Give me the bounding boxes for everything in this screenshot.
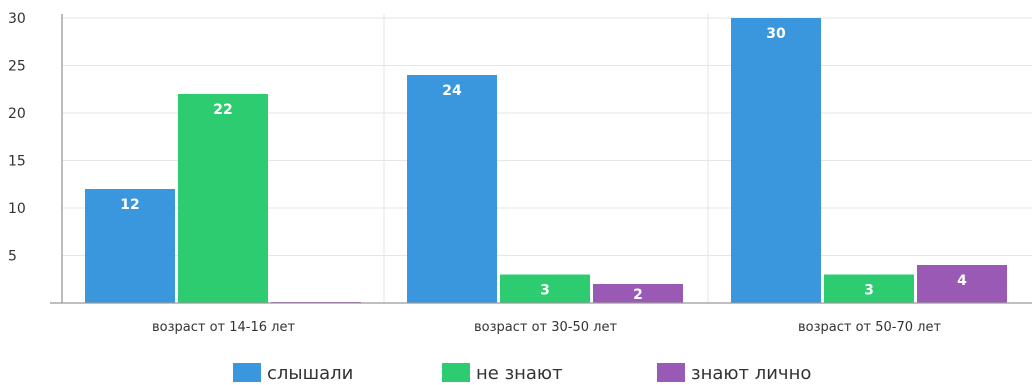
legend-item: знают лично — [657, 363, 811, 384]
category-label: возраст от 30-50 лет — [474, 320, 617, 335]
bar — [593, 284, 683, 303]
category-label: возраст от 14-16 лет — [152, 320, 295, 335]
y-tick-label: 10 — [8, 201, 26, 217]
legend-item: слышали — [233, 363, 353, 384]
x-axis: возраст от 14-16 лет возраст от 30-50 лет… — [50, 302, 1032, 335]
bar — [407, 75, 497, 303]
bar — [917, 265, 1007, 303]
data-label: 3 — [540, 283, 550, 299]
bar — [85, 189, 175, 303]
bar — [178, 94, 268, 303]
data-label: 2 — [633, 287, 643, 303]
legend-label: знают лично — [691, 363, 811, 384]
legend-item: не знают — [442, 363, 563, 384]
category-label: возраст от 50-70 лет — [798, 320, 941, 335]
bar — [500, 274, 590, 303]
data-label: 12 — [120, 197, 139, 213]
data-label: 24 — [442, 83, 462, 99]
legend-label: слышали — [267, 363, 353, 384]
legend-swatch — [442, 363, 470, 382]
data-label: 3 — [864, 283, 874, 299]
y-tick-label: 5 — [8, 249, 17, 265]
data-label: 22 — [213, 102, 232, 118]
data-label: 30 — [766, 26, 786, 42]
y-tick-label: 15 — [8, 154, 26, 170]
y-tick-label: 20 — [8, 106, 26, 122]
y-tick-label: 25 — [8, 59, 26, 75]
data-label: 4 — [957, 273, 967, 289]
bar — [731, 18, 821, 303]
legend-swatch — [233, 363, 261, 382]
legend-label: не знают — [476, 363, 563, 384]
y-axis: 5 10 15 20 25 30 — [8, 11, 63, 303]
y-tick-label: 30 — [8, 11, 26, 27]
legend-swatch — [657, 363, 685, 382]
bar — [824, 274, 914, 303]
legend: слышали не знают знают лично — [233, 363, 811, 384]
